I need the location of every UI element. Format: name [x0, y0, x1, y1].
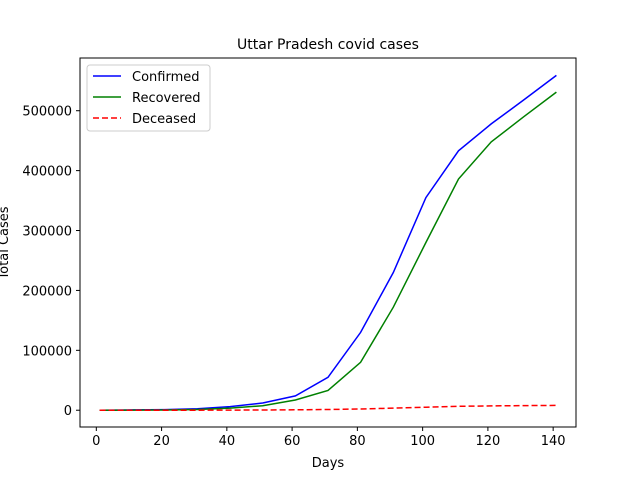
- y-tick-label: 400000: [22, 165, 72, 180]
- x-tick-label: 0: [92, 434, 100, 449]
- x-tick-label: 60: [284, 434, 301, 449]
- legend-label-confirmed: Confirmed: [132, 70, 200, 85]
- x-tick-label: 120: [475, 434, 500, 449]
- y-tick-label: 200000: [22, 284, 72, 299]
- y-axis-label: Total Cases: [0, 206, 12, 280]
- axes-frame: [79, 57, 577, 428]
- y-tick-label: 300000: [22, 225, 72, 240]
- y-axis-ticks: 0 100000 200000 300000 400000 500000: [22, 105, 80, 419]
- x-axis-label: Days: [312, 456, 345, 471]
- x-tick-label: 40: [219, 434, 236, 449]
- legend-box: [86, 64, 211, 132]
- chart-title: Uttar Pradesh covid cases: [237, 37, 419, 53]
- series-lines: [99, 74, 557, 411]
- series-line-deceased: [99, 404, 557, 411]
- legend: Confirmed Recovered Deceased: [86, 64, 211, 132]
- legend-label-deceased: Deceased: [132, 112, 196, 127]
- y-tick-label: 500000: [22, 105, 72, 120]
- x-tick-label: 20: [153, 434, 170, 449]
- x-tick-label: 100: [410, 434, 435, 449]
- y-tick-label: 0: [64, 404, 72, 419]
- x-tick-label: 140: [541, 434, 566, 449]
- x-tick-label: 80: [349, 434, 366, 449]
- legend-label-recovered: Recovered: [132, 91, 201, 106]
- x-axis-ticks: 0 20 40 60 80 100 120 140: [92, 427, 566, 449]
- y-tick-label: 100000: [22, 344, 72, 359]
